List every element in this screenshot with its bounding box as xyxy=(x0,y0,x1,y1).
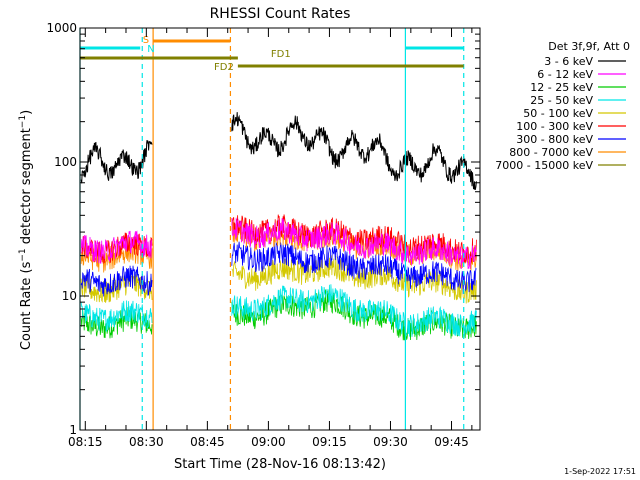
y-axis-label-part1: Count Rate (s xyxy=(19,261,34,350)
legend-label-2: 12 - 25 keV xyxy=(530,81,593,94)
series-trace-3-segment-0 xyxy=(80,300,153,332)
y-tick-label-3: 1000 xyxy=(46,21,77,35)
legend-label-1: 6 - 12 keV xyxy=(537,68,593,81)
series-trace-1-segment-1 xyxy=(231,217,477,270)
legend-label-4: 50 - 100 keV xyxy=(523,107,593,120)
flag-label-3: FD1 xyxy=(271,49,291,60)
x-tick-label-0: 08:15 xyxy=(68,435,103,449)
date-stamp: 1-Sep-2022 17:51 xyxy=(564,467,636,476)
x-tick-label-6: 09:45 xyxy=(434,435,469,449)
y-tick-label-0: 1 xyxy=(69,423,77,437)
y-axis-label-sup2: −1 xyxy=(18,115,28,128)
y-tick-label-1: 10 xyxy=(62,289,77,303)
legend-title: Det 3f,9f, Att 0 xyxy=(548,40,630,53)
plot-frame xyxy=(79,27,481,431)
flag-label-1: N xyxy=(147,44,154,55)
legend-label-8: 7000 - 15000 keV xyxy=(495,159,593,172)
y-axis-label: Count Rate (s−1 detector segment−1) xyxy=(18,110,34,350)
flag-label-0: S xyxy=(143,35,149,46)
x-tick-label-2: 08:45 xyxy=(190,435,225,449)
y-axis-label-part3: ) xyxy=(19,110,34,115)
series-trace-4-segment-0 xyxy=(80,272,153,303)
legend-label-5: 100 - 300 keV xyxy=(516,120,593,133)
x-tick-label-1: 08:30 xyxy=(129,435,164,449)
axis-group: 1 10 100 1000 08:15 08:30 08:45 09:00 09:15 09:30… xyxy=(46,21,480,449)
series-trace-6-segment-0 xyxy=(80,265,153,297)
legend-label-7: 800 - 7000 keV xyxy=(509,146,593,159)
series-trace-6-segment-1 xyxy=(231,241,477,295)
chart-title: RHESSI Count Rates xyxy=(210,6,351,22)
y-tick-label-2: 100 xyxy=(54,155,77,169)
x-axis-label: Start Time (28-Nov-16 08:13:42) xyxy=(174,457,386,472)
series-trace-0-segment-0 xyxy=(80,139,153,184)
series-trace-2-segment-0 xyxy=(80,307,153,339)
series-trace-0-segment-1 xyxy=(231,112,477,191)
series-trace-3-segment-1 xyxy=(231,284,477,337)
y-axis-label-part2: detector segment xyxy=(19,128,34,248)
y-axis-label-sup1: −1 xyxy=(18,248,28,261)
flag-label-4: FD2 xyxy=(214,62,234,73)
legend-label-6: 300 - 800 keV xyxy=(516,133,593,146)
x-tick-label-5: 09:30 xyxy=(373,435,408,449)
plot-marks: SN FD1 FD2 xyxy=(79,28,477,430)
x-tick-label-4: 09:15 xyxy=(312,435,347,449)
series-trace-1-segment-0 xyxy=(80,230,153,265)
x-tick-label-3: 09:00 xyxy=(251,435,286,449)
legend-label-0: 3 - 6 keV xyxy=(544,55,593,68)
legend-label-3: 25 - 50 keV xyxy=(530,94,593,107)
